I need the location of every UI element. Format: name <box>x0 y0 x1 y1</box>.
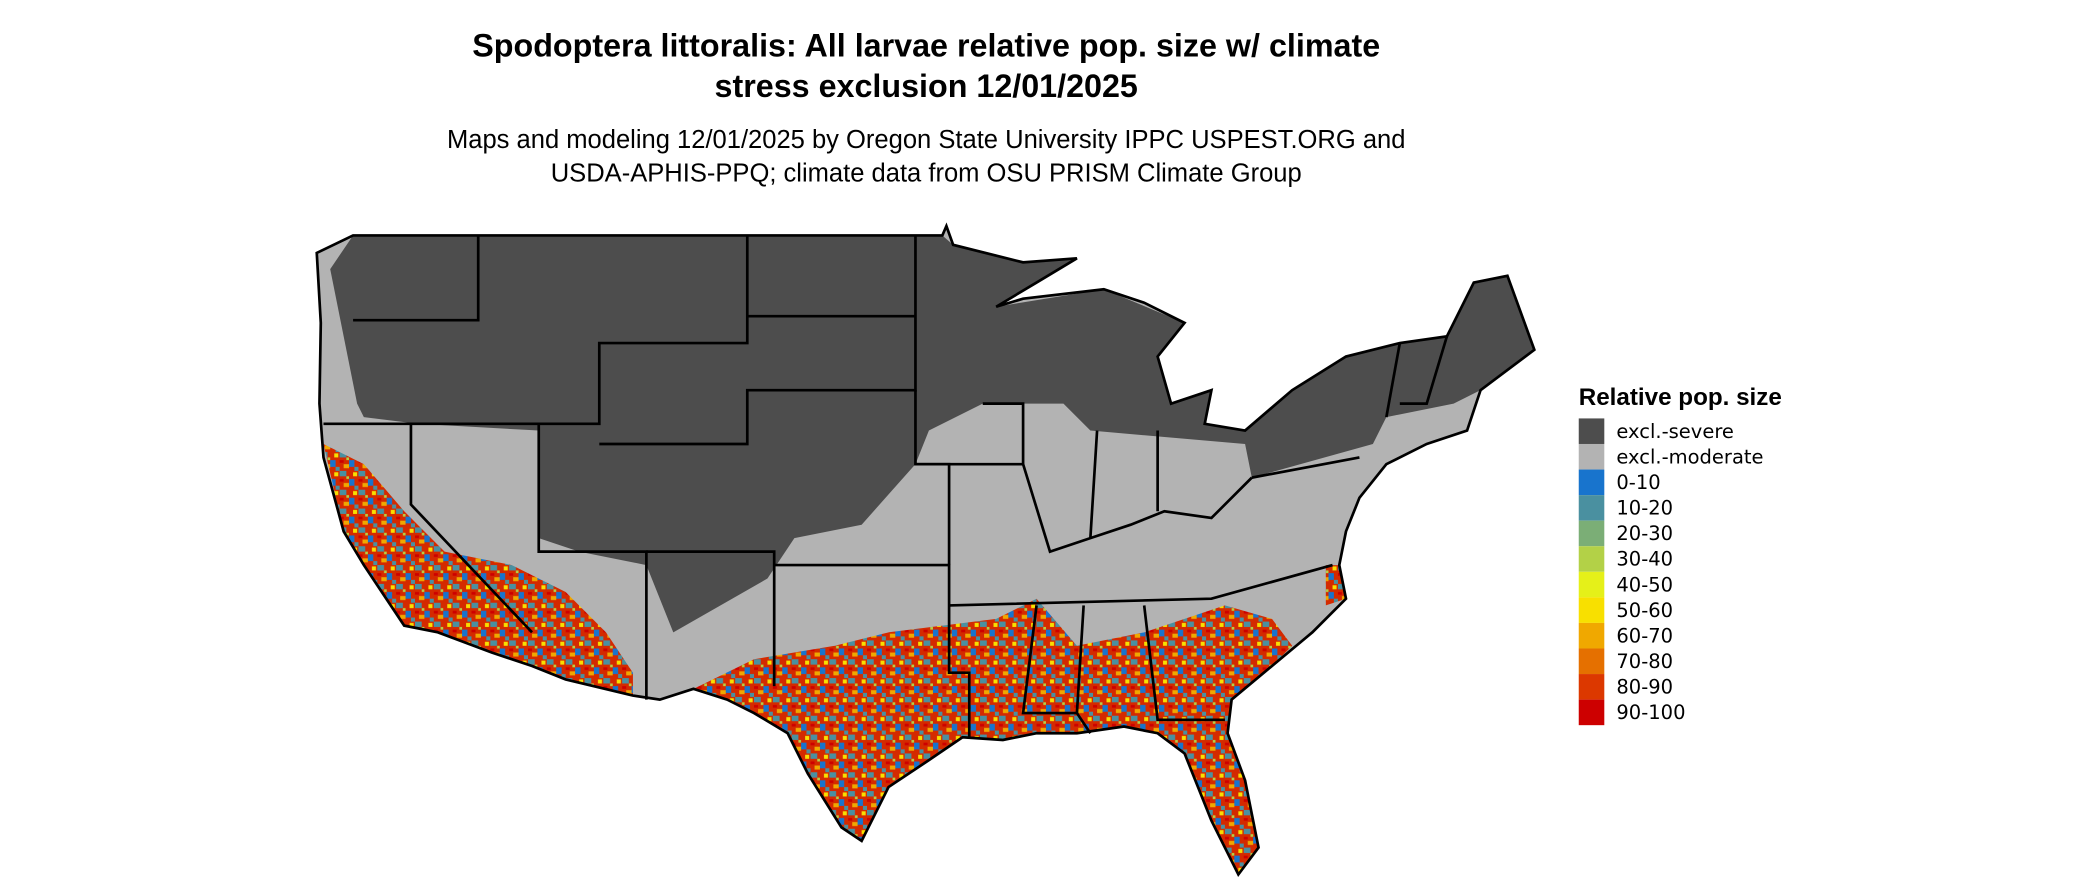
legend-label: 40-50 <box>1616 573 1673 596</box>
legend-label: 80-90 <box>1616 676 1673 699</box>
legend-label: excl.-severe <box>1616 420 1734 443</box>
pest-zone-gulf <box>693 598 1293 875</box>
map-subtitle-line1: Maps and modeling 12/01/2025 by Oregon S… <box>447 126 1406 154</box>
legend-label: 10-20 <box>1616 497 1673 520</box>
legend: Relative pop. size excl.-severeexcl.-mod… <box>1578 384 1782 726</box>
legend-swatch <box>1578 699 1605 726</box>
legend-swatch <box>1578 622 1605 649</box>
legend-swatch <box>1578 597 1605 623</box>
legend-swatch <box>1578 443 1605 470</box>
legend-label: 70-80 <box>1616 650 1673 673</box>
legend-label: 20-30 <box>1616 522 1673 545</box>
legend-swatch <box>1578 674 1605 700</box>
state-borders <box>315 224 1536 876</box>
legend-label: 50-60 <box>1616 599 1673 622</box>
legend-title: Relative pop. size <box>1579 384 1782 411</box>
map-title-line1: Spodoptera littoralis: All larvae relati… <box>472 28 1380 64</box>
us-map <box>316 226 1535 875</box>
legend-label: excl.-moderate <box>1616 445 1763 468</box>
map-subtitle-line2: USDA-APHIS-PPQ; climate data from OSU PR… <box>551 160 1302 188</box>
map-title-line2: stress exclusion 12/01/2025 <box>715 68 1138 104</box>
excl-severe-area <box>330 235 1535 633</box>
legend-swatch <box>1578 520 1605 547</box>
legend-swatch <box>1578 469 1605 496</box>
legend-label: 0-10 <box>1616 471 1660 494</box>
legend-label: 30-40 <box>1616 548 1673 571</box>
legend-swatch <box>1578 495 1605 521</box>
legend-label: 60-70 <box>1616 624 1673 647</box>
legend-label: 90-100 <box>1616 701 1685 724</box>
pest-zone-southwest <box>323 443 633 696</box>
legend-swatch <box>1578 648 1605 675</box>
legend-swatch <box>1578 571 1605 598</box>
legend-swatch <box>1578 418 1605 444</box>
legend-swatch <box>1578 546 1605 572</box>
